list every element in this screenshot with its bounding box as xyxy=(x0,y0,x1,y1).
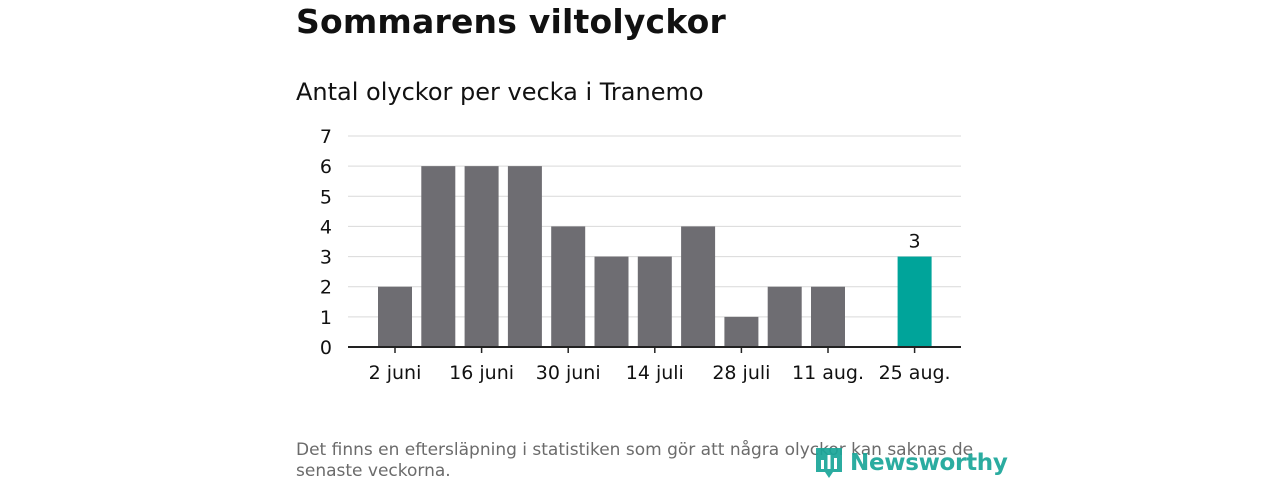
x-tick-label: 2 juni xyxy=(369,362,422,384)
bar xyxy=(378,286,412,347)
bar-chart-logo-icon xyxy=(816,448,842,478)
bar xyxy=(507,166,542,347)
x-tick-label: 30 juni xyxy=(536,362,601,384)
bars xyxy=(378,166,932,347)
y-tick-label: 0 xyxy=(320,337,332,359)
x-tick-labels: 2 juni 16 juni 30 juni 14 juli 28 juli 11 aug… xyxy=(369,362,951,384)
bar-chart: 0 1 2 3 4 5 6 7 3 2 juni 16 juni 30 juni 14 juli 28… xyxy=(320,126,961,384)
y-tick-label: 5 xyxy=(320,186,332,208)
bar xyxy=(551,226,586,347)
x-axis xyxy=(348,346,961,353)
bar xyxy=(681,226,716,347)
y-tick-label: 2 xyxy=(320,277,332,299)
bar xyxy=(767,286,802,347)
bar xyxy=(421,166,456,347)
y-tick-label: 7 xyxy=(320,126,332,148)
data-labels: 3 xyxy=(909,231,921,253)
bar xyxy=(637,256,672,347)
x-tick-label: 14 juli xyxy=(626,362,684,384)
x-tick-label: 25 aug. xyxy=(879,362,951,384)
bar xyxy=(897,256,932,347)
y-tick-label: 4 xyxy=(320,216,332,238)
bar xyxy=(464,166,499,347)
x-tick-label: 28 juli xyxy=(712,362,770,384)
y-tick-label: 6 xyxy=(320,156,332,178)
data-label: 3 xyxy=(909,231,921,253)
brand-logo[interactable]: Newsworthy xyxy=(814,446,1008,480)
y-tick-label: 3 xyxy=(320,247,332,269)
y-tick-labels: 0 1 2 3 4 5 6 7 xyxy=(320,126,332,359)
chart-title: Sommarens viltolyckor xyxy=(296,2,726,41)
brand-name: Newsworthy xyxy=(850,450,1008,476)
x-tick-label: 11 aug. xyxy=(792,362,864,384)
y-tick-label: 1 xyxy=(320,307,332,329)
footnote: Det finns en eftersläpning i statistiken… xyxy=(296,440,974,481)
x-tick-label: 16 juni xyxy=(449,362,514,384)
bar xyxy=(594,256,629,347)
bar xyxy=(724,316,759,347)
chart-subtitle: Antal olyckor per vecka i Tranemo xyxy=(296,78,704,106)
bar xyxy=(811,286,845,347)
